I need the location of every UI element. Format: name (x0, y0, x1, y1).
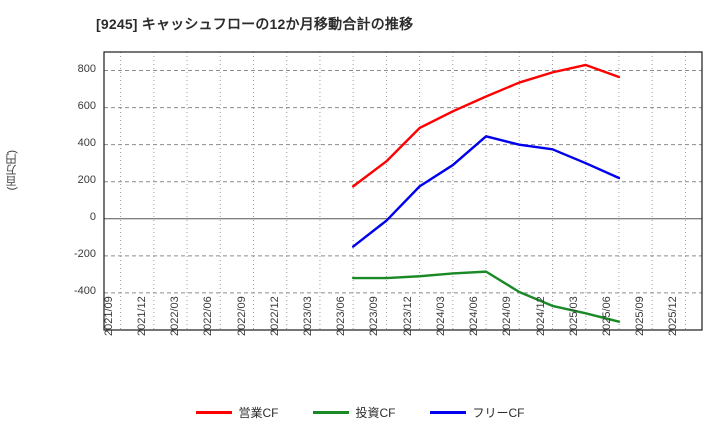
series-layer (351, 63, 621, 323)
x-tick-label: 2022/12 (268, 296, 281, 336)
legend-color-swatch (312, 411, 349, 414)
legend-color-swatch (429, 411, 466, 414)
legend-label: フリーCF (472, 406, 525, 420)
series-line-営業CF (351, 63, 621, 188)
y-tick-label: -200 (73, 247, 96, 260)
x-tick-label: 2025/09 (634, 296, 647, 336)
x-tick-label: 2023/03 (301, 296, 314, 336)
x-tick-label: 2025/06 (600, 296, 613, 336)
y-tick-label: 0 (89, 210, 96, 223)
legend-item[interactable]: 投資CF (312, 404, 396, 421)
x-tick-label: 2024/09 (501, 296, 514, 336)
legend-item[interactable]: 営業CF (195, 404, 279, 421)
x-tick-label: 2023/12 (401, 296, 414, 336)
x-tick-label: 2024/12 (534, 296, 547, 336)
x-tick-label: 2025/12 (667, 296, 680, 336)
legend-color-swatch (195, 411, 232, 414)
plot-frame (103, 51, 703, 331)
x-tick-label: 2024/03 (434, 296, 447, 336)
series-line-投資CF (351, 270, 621, 323)
x-tick-label: 2021/12 (135, 296, 148, 336)
y-tick-label: -400 (73, 284, 96, 297)
grid-layer (104, 52, 702, 330)
x-tick-label: 2021/09 (102, 296, 115, 336)
x-tick-label: 2022/03 (169, 296, 182, 336)
x-tick-label: 2025/03 (567, 296, 580, 336)
y-tick-label: 800 (77, 62, 96, 75)
series-line-フリーCF (351, 135, 621, 248)
legend-label: 営業CF (238, 406, 279, 420)
y-tick-label: 600 (77, 99, 96, 112)
y-tick-label: 400 (77, 136, 96, 149)
chart-legend: 営業CF 投資CF フリーCF (0, 404, 720, 421)
y-tick-label: 200 (77, 173, 96, 186)
legend-label: 投資CF (355, 406, 396, 420)
chart-title: [9245] キャッシュフローの12か月移動合計の推移 (96, 16, 414, 32)
axis-layer (103, 51, 703, 331)
x-tick-label: 2023/06 (335, 296, 348, 336)
x-tick-label: 2023/09 (368, 296, 381, 336)
legend-item[interactable]: フリーCF (429, 404, 525, 421)
x-tick-label: 2022/09 (235, 296, 248, 336)
x-tick-label: 2024/06 (468, 296, 481, 336)
x-tick-label: 2022/06 (202, 296, 215, 336)
